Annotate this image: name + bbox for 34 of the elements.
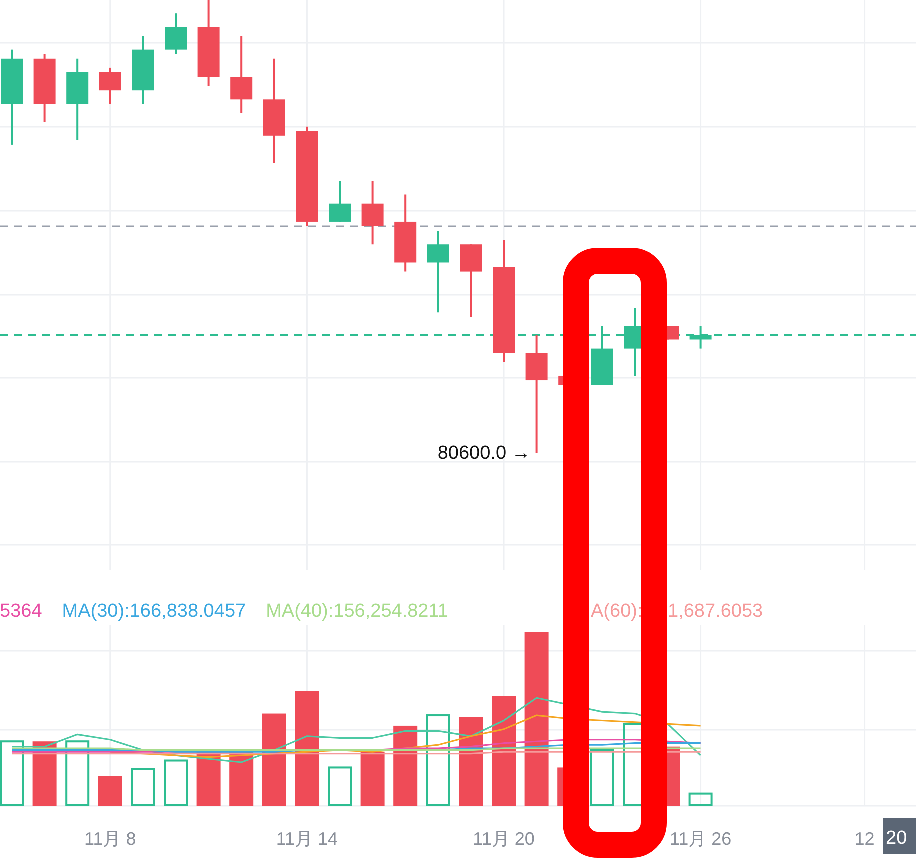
x-tick-label: 11月 8 xyxy=(84,829,136,849)
bar xyxy=(328,766,352,806)
x-tick-label: 11月 26 xyxy=(670,829,732,849)
bar xyxy=(164,760,188,806)
bar xyxy=(492,696,516,806)
candlestick xyxy=(99,66,122,106)
bar xyxy=(394,726,418,806)
bar xyxy=(262,714,286,806)
bar xyxy=(66,740,90,806)
text: 1,687.6053 xyxy=(668,601,764,622)
x-tick-label: 11月 20 xyxy=(473,829,535,849)
candlestick xyxy=(230,35,253,114)
text: 5364 xyxy=(0,601,43,622)
annotation: 80600.0 → xyxy=(438,443,531,464)
candlestick xyxy=(362,180,384,246)
candlestick xyxy=(427,230,450,314)
text: 20 xyxy=(886,828,908,849)
bar xyxy=(0,740,24,806)
x-tick-label: 11月 14 xyxy=(276,829,338,849)
x-tick-label: 12 xyxy=(854,829,875,849)
text: MA(30):166,838.0457 xyxy=(62,601,246,622)
bar xyxy=(524,632,549,806)
bar xyxy=(426,714,450,806)
bar xyxy=(360,752,385,806)
bar xyxy=(131,768,156,806)
bar xyxy=(459,717,484,806)
text: A(60): xyxy=(591,601,643,622)
bar xyxy=(295,691,320,806)
candlestick xyxy=(165,12,187,56)
text: MA(40):156,254.8211 xyxy=(266,601,448,622)
bar xyxy=(590,749,614,806)
candlestick xyxy=(329,180,351,223)
bar xyxy=(98,776,122,806)
bar xyxy=(688,792,713,806)
